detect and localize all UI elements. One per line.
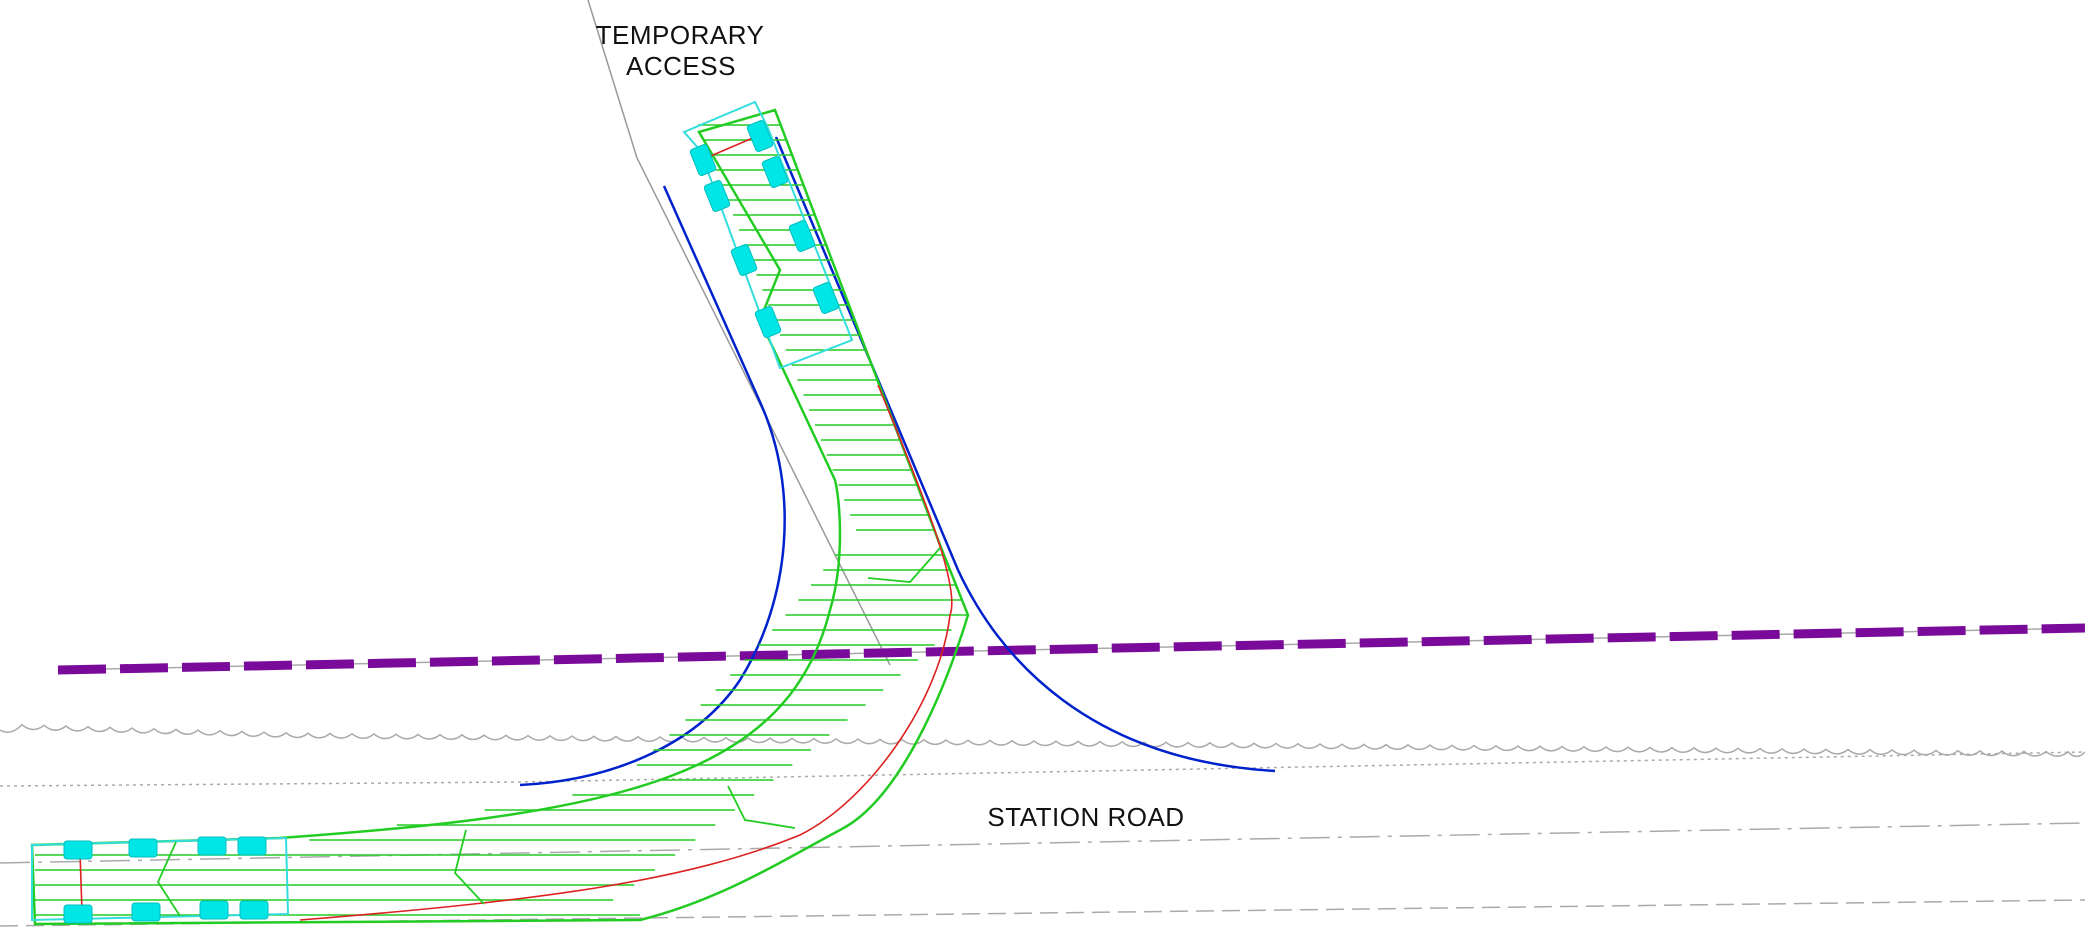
wheel [131,902,161,922]
wheel [746,120,774,152]
access-centreline [587,0,891,666]
wheel [788,220,816,252]
direction-chevron-3 [454,829,485,905]
vehicle-wheels [63,120,840,924]
wheel [761,156,789,188]
label-temporary-access-line1: TEMPORARY [596,20,765,50]
wheel [239,900,269,920]
wheel-path-rear-axle-bottom [79,851,83,913]
wheel-path-rear-axle-top [705,136,756,159]
wheel [812,282,840,314]
wheel [63,904,93,924]
road-edge-north-dotted [0,751,2085,787]
kerb-line-east [774,136,1276,773]
direction-chevron-1 [867,547,941,583]
wheel [197,836,227,856]
wheel [754,306,782,338]
wheel [237,836,267,856]
direction-chevron-2 [727,785,796,829]
road-edge-hedge [0,723,2085,758]
swept-path-hatching [35,124,968,916]
wheel [703,180,731,212]
label-station-road: STATION ROAD [987,802,1184,832]
label-temporary-access-line2: ACCESS [626,51,736,81]
wheel [730,244,758,276]
wheel [689,144,717,176]
kerb-line-west [519,185,786,787]
swept-path-outline [30,108,970,926]
wheel [128,838,158,858]
wheel [199,900,229,920]
direction-chevron-4 [156,841,181,917]
wheel [63,840,93,860]
boundary-line [57,623,2085,675]
wheel-path-outer [299,384,953,921]
